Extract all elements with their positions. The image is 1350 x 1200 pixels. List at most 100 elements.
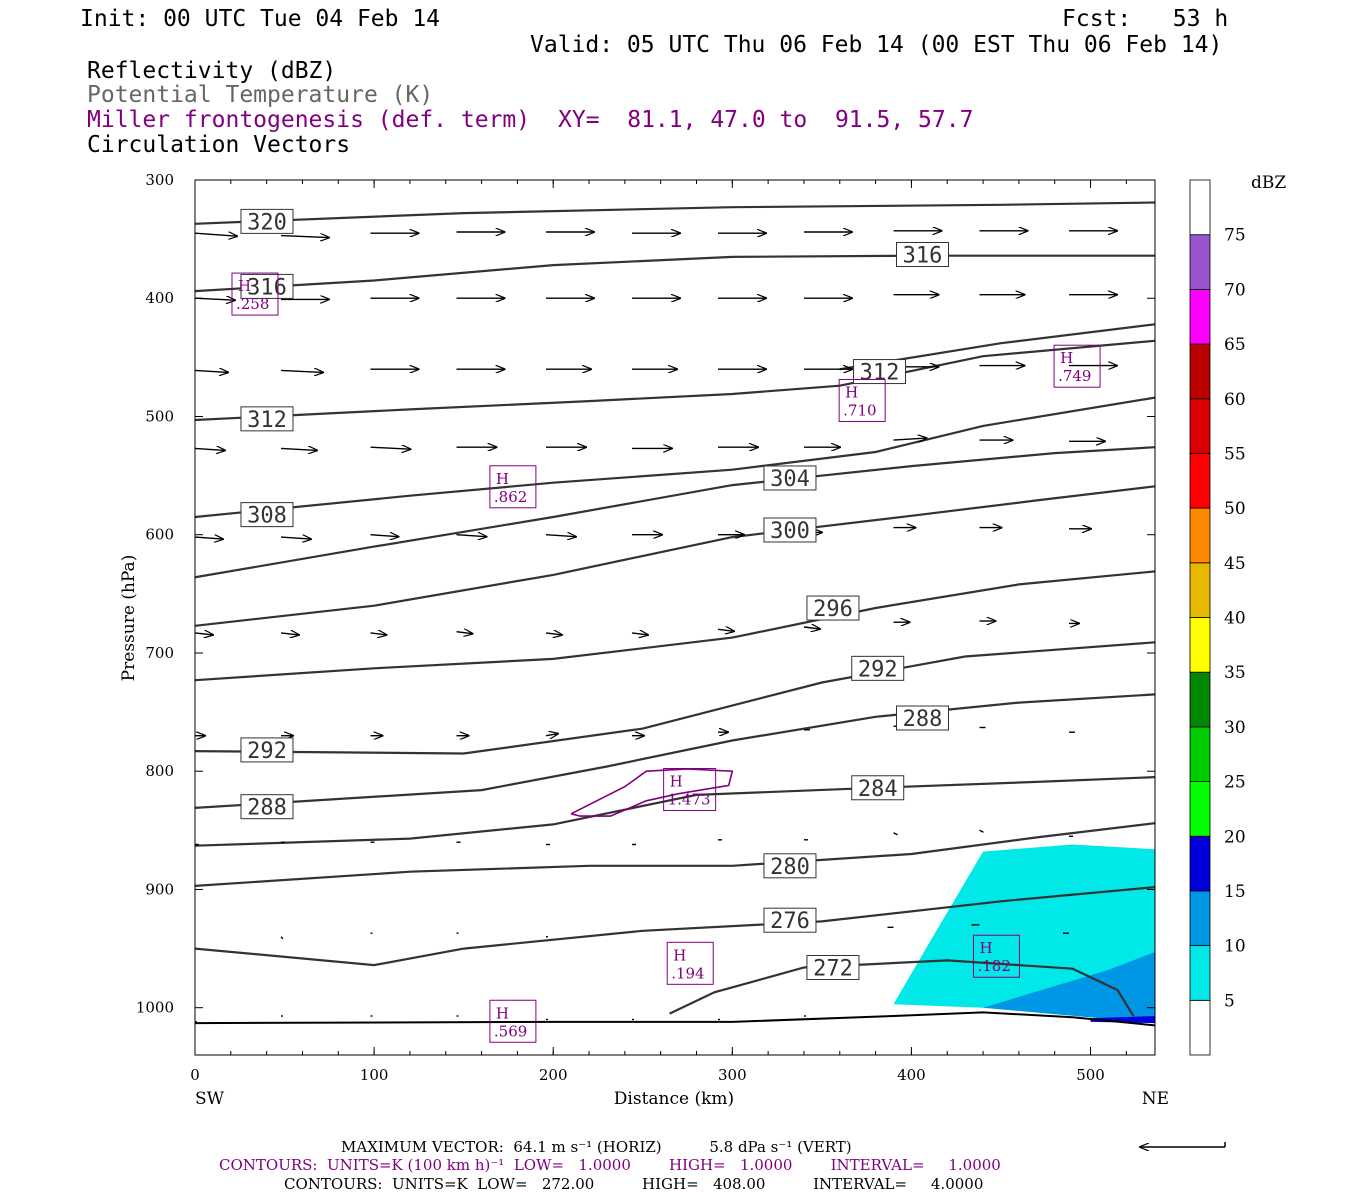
frontogenesis-max-label: H xyxy=(673,946,686,964)
x-end-label-sw: SW xyxy=(195,1089,225,1109)
colorbar-swatch xyxy=(1189,890,1211,947)
theta-label: 288 xyxy=(247,796,287,821)
y-tick-label: 900 xyxy=(145,880,174,898)
field-theta: Potential Temperature (K) xyxy=(87,82,434,108)
theta-label-box xyxy=(763,465,817,491)
x-tick-label: 500 xyxy=(1076,1066,1105,1084)
circulation-vector xyxy=(370,535,399,537)
theta-label: 316 xyxy=(247,275,287,300)
colorbar-label: 75 xyxy=(1224,226,1246,246)
colorbar-swatch xyxy=(1189,179,1211,236)
circulation-vector xyxy=(195,370,228,372)
circulation-vector xyxy=(893,832,898,836)
frontogenesis-max-value: .182 xyxy=(977,957,1010,975)
colorbar-label: 55 xyxy=(1224,444,1246,464)
theta-label: 312 xyxy=(247,408,287,433)
colorbar-label: 50 xyxy=(1224,499,1246,519)
terrain-line xyxy=(195,1011,1155,1027)
theta-label: 280 xyxy=(770,855,810,880)
theta-label: 304 xyxy=(770,467,810,492)
colorbar-label: 65 xyxy=(1224,335,1246,355)
circulation-vector xyxy=(195,448,225,450)
theta-label: 292 xyxy=(858,657,898,682)
colorbar-label: 5 xyxy=(1224,991,1235,1011)
colorbar-label: 70 xyxy=(1224,280,1246,300)
theta-label: 288 xyxy=(903,707,943,732)
theta-contour-288 xyxy=(195,693,1155,809)
colorbar-swatch xyxy=(1189,671,1211,728)
theta-label: 276 xyxy=(770,909,810,934)
theta-label-box xyxy=(240,208,294,234)
theta-contour-292 xyxy=(195,641,1155,755)
colorbar-swatch xyxy=(1189,617,1211,673)
x-tick-label: 400 xyxy=(897,1066,926,1084)
circulation-vector xyxy=(280,448,317,450)
x-tick-label: 0 xyxy=(190,1066,200,1084)
colorbar-label: 60 xyxy=(1224,390,1246,410)
circulation-vector xyxy=(979,829,984,833)
theta-label-box xyxy=(240,273,294,299)
theta-label: 316 xyxy=(903,243,943,268)
frontogenesis-max-box xyxy=(663,768,717,811)
reference-vector xyxy=(1140,1142,1226,1147)
y-axis-label: Pressure (hPa) xyxy=(119,555,139,682)
circulation-vector xyxy=(545,633,562,635)
colorbar-swatch xyxy=(1189,781,1211,837)
colorbar-swatch xyxy=(1189,453,1211,509)
theta-contour-300 xyxy=(195,485,1155,627)
frontogenesis-max-box xyxy=(1053,344,1101,388)
circulation-vector xyxy=(456,632,473,634)
frontogenesis-max-value: .194 xyxy=(671,964,704,982)
x-tick-label: 200 xyxy=(539,1066,568,1084)
circulation-vector xyxy=(280,370,323,372)
theta-label-box xyxy=(240,737,294,763)
theta-contour-312 xyxy=(195,339,1155,422)
theta-contour-304 xyxy=(195,446,1155,579)
frontogenesis-max-label: H xyxy=(496,470,509,488)
frontogenesis-max-label: H xyxy=(1060,349,1073,367)
theta-label-box xyxy=(240,406,294,432)
theta-label-box xyxy=(851,655,905,681)
circulation-vector xyxy=(195,633,213,635)
frontogenesis-max-label: H xyxy=(670,773,683,791)
cross-section-endpoints: XY= 81.1, 47.0 to 91.5, 57.7 xyxy=(558,107,974,133)
frontogenesis-contour xyxy=(570,768,734,817)
frontogenesis-max-value: .749 xyxy=(1058,367,1091,385)
circulation-vector xyxy=(631,633,648,635)
colorbar-swatch xyxy=(1189,562,1211,618)
theta-contour-276 xyxy=(195,886,1155,967)
circulation-vector xyxy=(545,734,558,736)
circulation-vector xyxy=(280,633,299,635)
colorbar-swatch xyxy=(1189,398,1211,454)
colorbar-swatch xyxy=(1189,726,1211,782)
theta-label: 284 xyxy=(858,777,898,802)
circulation-vector xyxy=(717,629,734,631)
max-vector-note: MAXIMUM VECTOR: 64.1 m s⁻¹ (HORIZ) 5.8 d… xyxy=(341,1138,852,1156)
theta-contour-296 xyxy=(195,570,1155,682)
colorbar-swatch xyxy=(1189,234,1211,290)
circulation-vector xyxy=(370,633,387,635)
frontogenesis-max-label: H xyxy=(496,1004,509,1022)
circulation-vector xyxy=(280,936,284,940)
theta-label: 272 xyxy=(813,957,853,982)
colorbar-label: 35 xyxy=(1224,663,1246,683)
circulation-vector xyxy=(803,627,820,629)
x-end-label-ne: NE xyxy=(1142,1089,1169,1109)
colorbar-label: 30 xyxy=(1224,718,1246,738)
theta-contour-272 xyxy=(669,959,1135,1017)
circulation-vector xyxy=(280,236,329,238)
frontogenesis-max-box xyxy=(489,465,537,509)
colorbar-label: 20 xyxy=(1224,827,1246,847)
y-tick-label: 500 xyxy=(145,407,174,425)
x-tick-label: 300 xyxy=(718,1066,747,1084)
theta-contour-280 xyxy=(195,822,1155,887)
y-tick-label: 1000 xyxy=(136,999,174,1017)
field-vectors: Circulation Vectors xyxy=(87,132,351,158)
x-axis-label: Distance (km) xyxy=(614,1089,734,1109)
theta-label: 300 xyxy=(770,519,810,544)
reflectivity-10dbz-area xyxy=(983,952,1155,1024)
frontogenesis-max-label: H xyxy=(979,939,992,957)
theta-label: 308 xyxy=(247,504,287,529)
frontogenesis-max-box xyxy=(972,934,1020,978)
